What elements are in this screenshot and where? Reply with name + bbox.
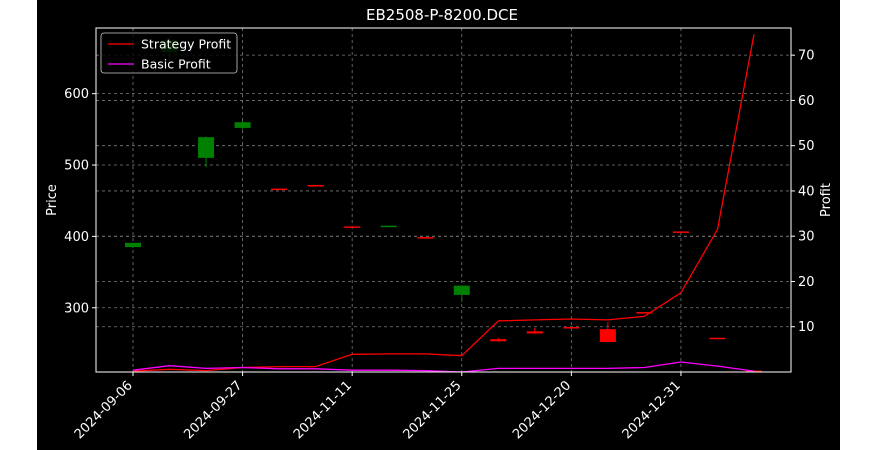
y-axis-right-label: Profit xyxy=(819,183,834,217)
chart-svg: EB2508-P-8200.DCE 300 400 500 600 10 20 30 40 5… xyxy=(45,6,834,442)
candle-body xyxy=(125,242,141,248)
candle-body xyxy=(234,122,251,128)
strategy-profit-line xyxy=(132,34,755,372)
candle-body xyxy=(563,327,580,329)
y-axis-left-label: Price xyxy=(45,184,60,216)
y-right-tick-label: 30 xyxy=(798,230,815,245)
candle-body xyxy=(198,137,215,158)
x-tick-label: 2024-09-06 xyxy=(72,378,136,442)
candle-body xyxy=(599,329,616,343)
y-right-tick-label: 10 xyxy=(798,320,815,335)
left-axis: 300 400 500 600 xyxy=(64,87,96,316)
candle-body xyxy=(453,285,470,295)
y-left-tick-label: 400 xyxy=(64,230,89,245)
candle-body xyxy=(746,370,762,373)
candle-body xyxy=(271,188,288,191)
x-tick-label: 2024-11-11 xyxy=(291,378,355,442)
y-left-tick-label: 600 xyxy=(64,87,89,102)
plot-area-frame xyxy=(95,27,792,373)
chart-figure: EB2508-P-8200.DCE 300 400 500 600 10 20 30 40 5… xyxy=(37,0,840,450)
candle-body xyxy=(709,337,726,340)
y-right-tick-label: 60 xyxy=(798,94,815,109)
chart-title: EB2508-P-8200.DCE xyxy=(366,6,518,24)
x-tick-label: 2024-11-25 xyxy=(401,378,465,442)
legend: Strategy Profit Basic Profit xyxy=(100,32,238,74)
legend-label: Basic Profit xyxy=(141,57,211,72)
x-tick-label: 2024-12-31 xyxy=(620,378,684,442)
candle-body xyxy=(344,226,361,228)
candle-body xyxy=(417,237,434,239)
y-right-tick-label: 70 xyxy=(798,49,815,64)
y-right-tick-label: 40 xyxy=(798,184,815,199)
candle-body xyxy=(526,331,543,334)
candle-body xyxy=(636,312,653,314)
y-left-tick-label: 300 xyxy=(64,301,89,316)
legend-box xyxy=(100,32,238,74)
x-tick-label: 2024-12-20 xyxy=(510,378,574,442)
candle-body xyxy=(380,225,397,228)
legend-label: Strategy Profit xyxy=(141,37,231,52)
y-right-tick-label: 50 xyxy=(798,139,815,154)
grid-layer xyxy=(96,28,791,372)
line-layer xyxy=(132,34,755,373)
candle-body xyxy=(672,231,689,233)
y-left-tick-label: 500 xyxy=(64,159,89,174)
candle-body xyxy=(307,185,324,187)
right-axis: 10 20 30 40 50 60 70 xyxy=(791,49,815,335)
x-axis: 2024-09-06 2024-09-27 2024-11-11 2024-11-25… xyxy=(72,372,684,442)
y-right-tick-label: 20 xyxy=(798,275,815,290)
basic-profit-line xyxy=(132,361,755,373)
x-tick-label: 2024-09-27 xyxy=(181,378,245,442)
candle-body xyxy=(490,339,507,342)
candle-layer xyxy=(125,36,762,373)
